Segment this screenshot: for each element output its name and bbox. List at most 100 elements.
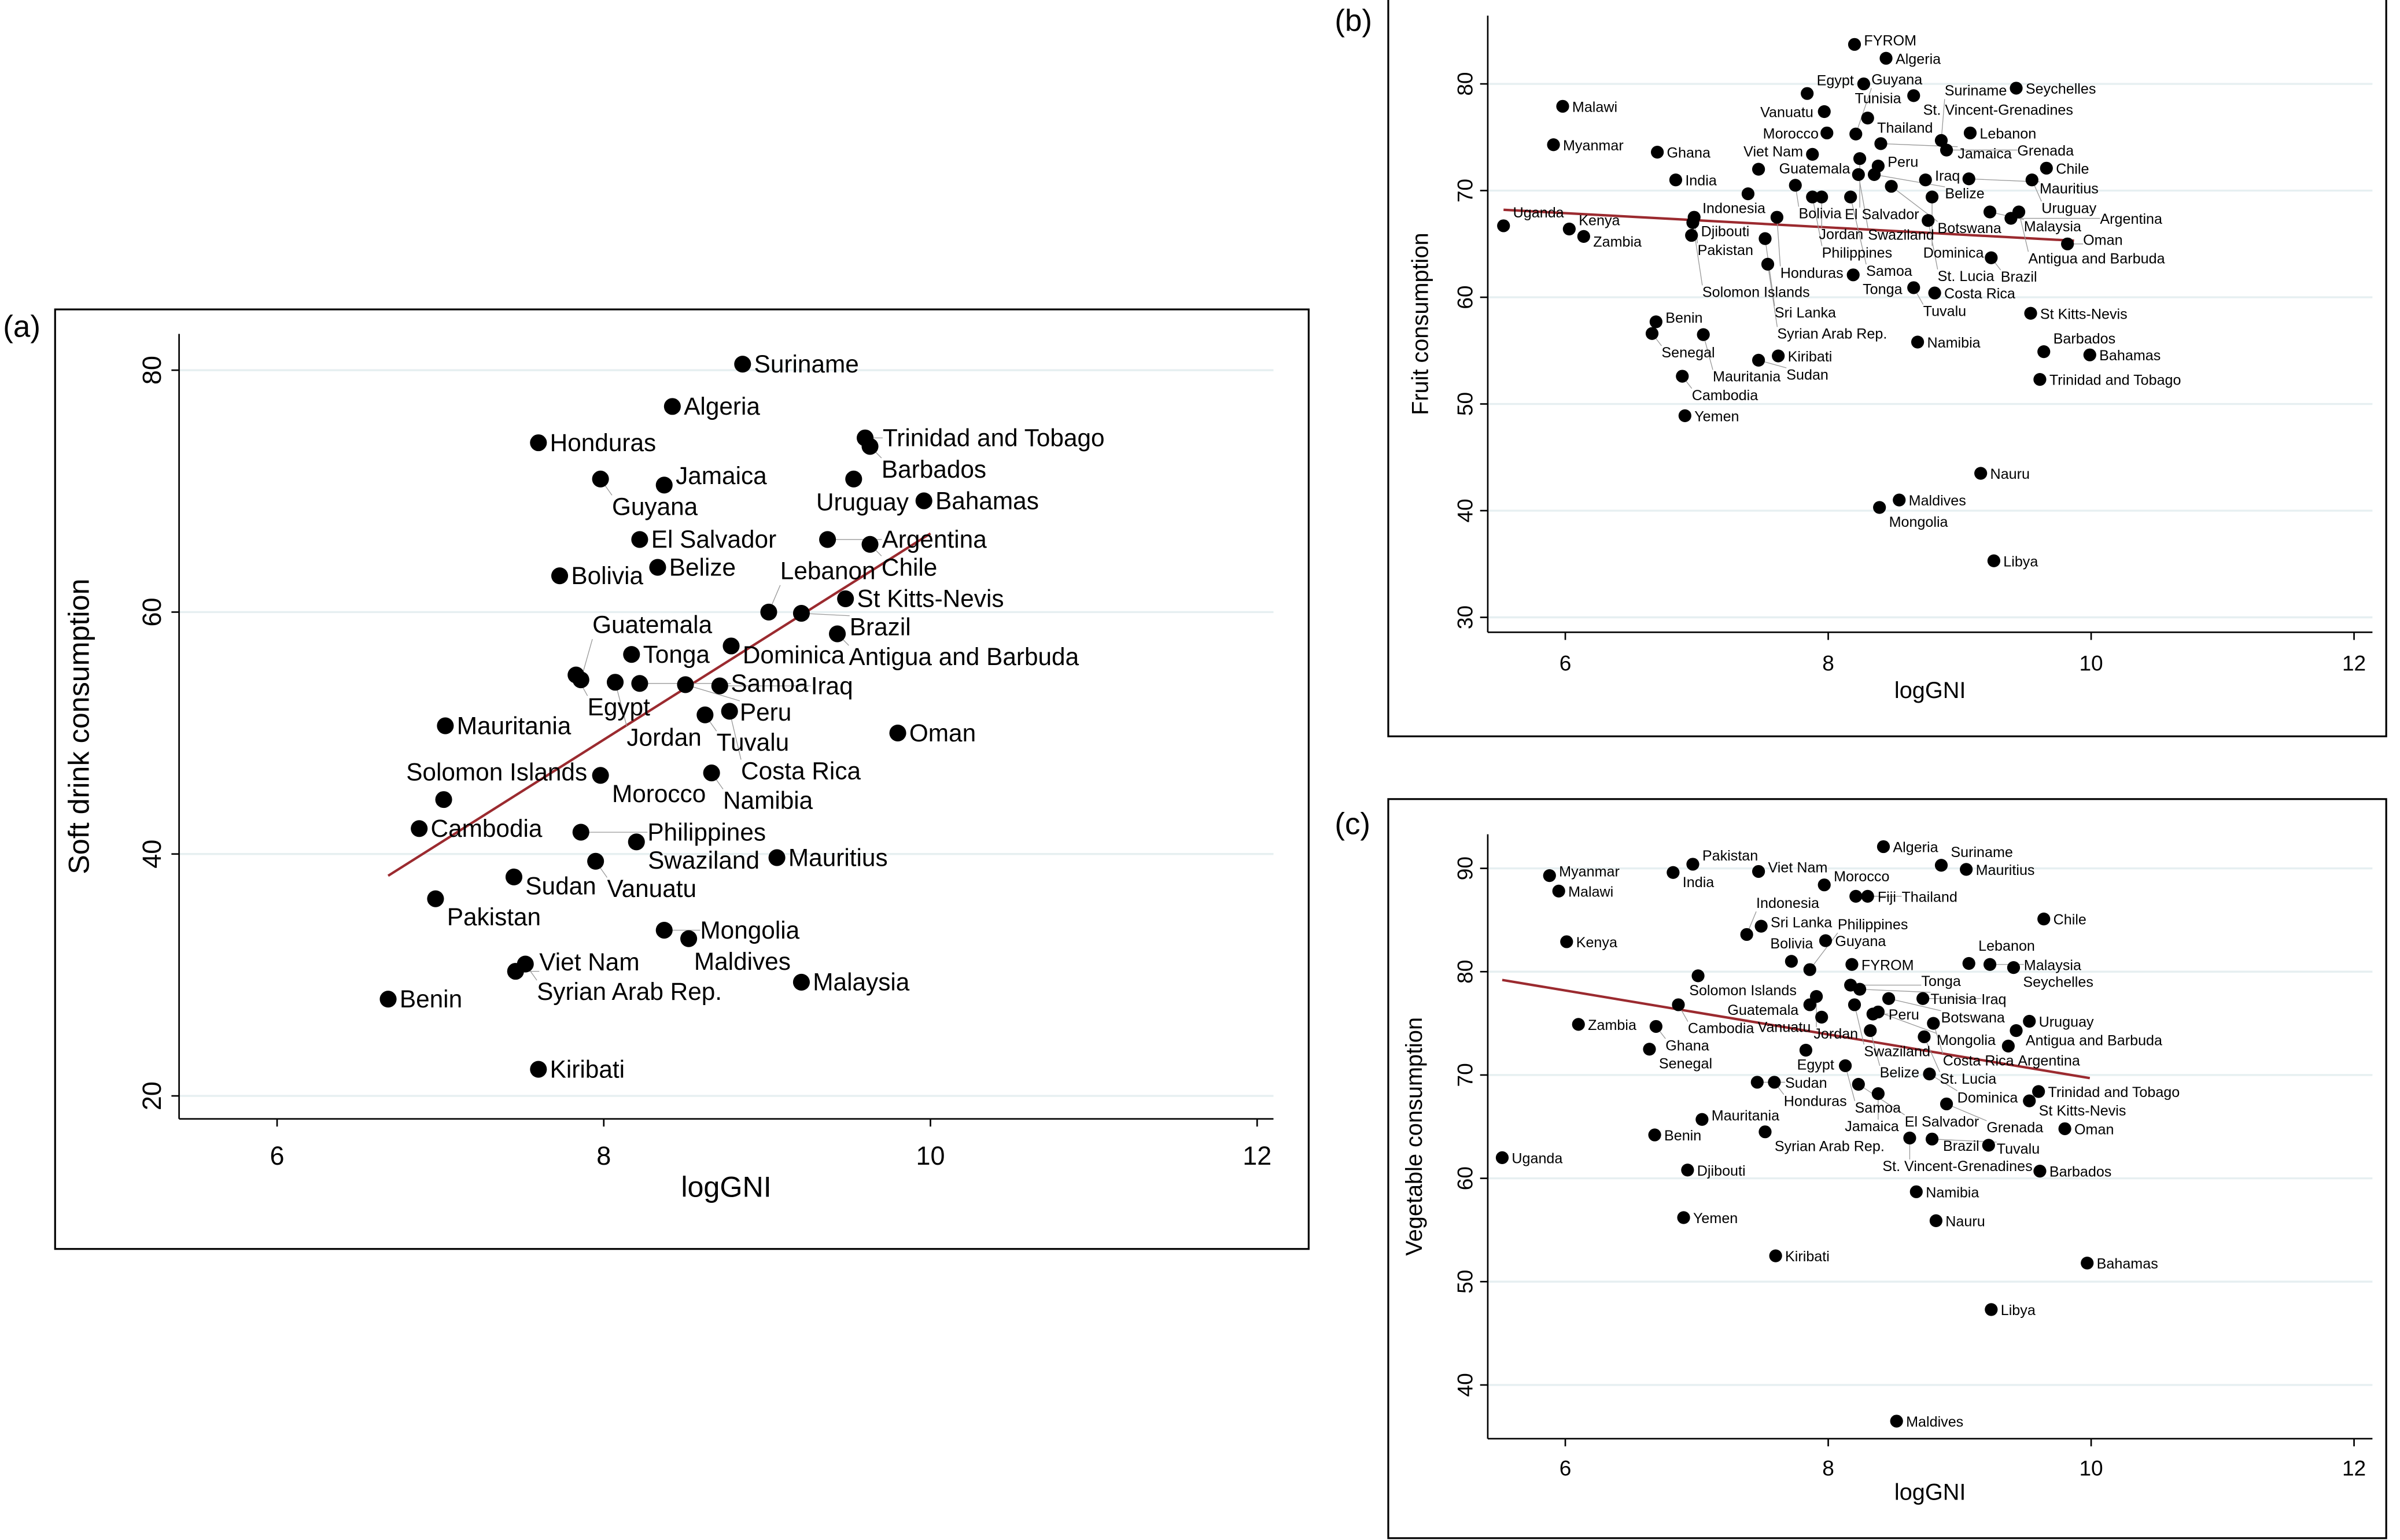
y-tick-label: 80: [1452, 960, 1477, 984]
point-label: Guatemala: [1779, 161, 1850, 177]
point-label: Djibouti: [1697, 1163, 1746, 1179]
data-point: [1918, 1030, 1931, 1043]
data-point: [1752, 163, 1765, 176]
point-label: Cambodia: [1688, 1021, 1754, 1037]
point-label: Egypt: [588, 693, 650, 721]
data-point: [1885, 180, 1898, 193]
point-label: Oman: [909, 719, 976, 747]
y-tick-label: 40: [1452, 498, 1477, 522]
point-label: Algeria: [684, 393, 760, 420]
point-label: Botswana: [1941, 1010, 2005, 1026]
point-label: Morocco: [1763, 125, 1819, 142]
point-label: St. Vincent-Grenadines: [1923, 102, 2073, 119]
data-point: [1643, 1043, 1656, 1056]
point-label: Namibia: [1927, 335, 1980, 351]
point-label: St Kitts-Nevis: [2040, 306, 2128, 322]
data-point: [1691, 969, 1705, 983]
data-point: [2037, 345, 2051, 359]
point-label: Dominica: [1923, 245, 1984, 261]
point-label: Philippines: [1838, 917, 1908, 933]
point-label: Tuvalu: [1997, 1141, 2040, 1157]
data-point: [829, 625, 846, 642]
y-tick-label: 60: [1452, 285, 1477, 309]
data-point: [1861, 889, 1874, 903]
point-label: Honduras: [550, 429, 657, 456]
data-point: [722, 637, 740, 655]
data-point: [2001, 1039, 2015, 1053]
data-point: [2040, 161, 2053, 175]
point-label: Kiribati: [1788, 349, 1833, 365]
data-point: [1853, 152, 1867, 165]
point-label: Honduras: [1780, 265, 1844, 282]
x-tick-label: 6: [1560, 651, 1572, 675]
data-point: [1667, 866, 1680, 879]
y-tick-label: 50: [1452, 1270, 1477, 1294]
scatter-panel-b: (b) 30 40 50 60 70 80 6 8 10 12 logGNI Fruit consump…: [1334, 0, 2387, 737]
data-point: [1676, 370, 1689, 383]
point-label: Iraq: [811, 672, 853, 699]
data-point: [677, 676, 694, 693]
data-point: [628, 833, 645, 851]
point-label: Sudan: [1785, 1075, 1827, 1091]
data-point: [1543, 869, 1556, 882]
data-point: [2081, 1256, 2094, 1270]
point-label: Fiji: [1878, 889, 1896, 905]
point-label: Maldives: [1909, 493, 1966, 509]
data-point: [2033, 1164, 2047, 1178]
data-point: [1893, 493, 1906, 507]
fit-line: [1502, 978, 2091, 1080]
data-point: [1857, 77, 1871, 91]
point-label: Solomon Islands: [1689, 983, 1797, 999]
point-label: Iraq: [1935, 168, 1960, 184]
point-label: Malaysia: [813, 969, 909, 996]
point-label: Viet Nam: [1743, 143, 1803, 160]
x-axis-title: logGNI: [1894, 678, 1966, 703]
data-point: [2032, 1085, 2045, 1098]
data-point: [734, 356, 751, 373]
point-label: Egypt: [1817, 72, 1854, 88]
point-label: Uruguay: [816, 488, 909, 515]
data-point: [1495, 1151, 1509, 1164]
label-leader-line: [1764, 238, 1775, 306]
data-point: [837, 590, 854, 607]
point-label: Trinidad and Tobago: [2049, 372, 2181, 389]
data-point: [1853, 983, 1867, 996]
data-point: [1806, 190, 1819, 204]
point-label: Syrian Arab Rep.: [537, 978, 722, 1005]
point-label: Belize: [1945, 186, 1984, 202]
point-label: Libya: [2003, 553, 2038, 570]
data-point: [1686, 858, 1699, 871]
data-point: [1922, 214, 1935, 227]
point-label: Namibia: [1926, 1184, 1979, 1201]
data-point: [1803, 963, 1816, 976]
point-label: Pakistan: [447, 903, 541, 930]
data-point: [1686, 216, 1699, 230]
data-point: [1497, 219, 1510, 232]
data-point: [2061, 237, 2074, 250]
point-label: Antigua and Barbuda: [849, 643, 1079, 670]
data-point: [1873, 501, 1886, 514]
point-label: Argentina: [2100, 211, 2162, 227]
data-point: [1685, 228, 1698, 242]
point-label: Mongolia: [700, 917, 799, 944]
point-label: Bahamas: [2099, 348, 2161, 364]
point-label: Grenada: [1986, 1120, 2043, 1136]
data-point: [696, 706, 714, 723]
point-label: Pakistan: [1702, 848, 1758, 864]
data-point: [1925, 190, 1939, 204]
data-point: [915, 492, 932, 509]
point-label: Mauritania: [1713, 369, 1780, 385]
point-label: Swaziland: [1868, 227, 1934, 243]
data-point: [1844, 190, 1857, 204]
label-leader-line: [1858, 1084, 1905, 1116]
point-label: Guatemala: [1727, 1002, 1798, 1018]
data-point: [1838, 1059, 1852, 1072]
point-label: Sudan: [525, 873, 596, 900]
point-label: Mauritania: [457, 712, 572, 739]
data-point: [505, 868, 523, 886]
x-tick-label: 12: [2342, 651, 2366, 675]
point-label: Cambodia: [1692, 387, 1758, 404]
data-point: [1819, 934, 1833, 947]
point-label: Mauritius: [1976, 862, 2035, 878]
point-label: St Kitts-Nevis: [857, 585, 1004, 612]
